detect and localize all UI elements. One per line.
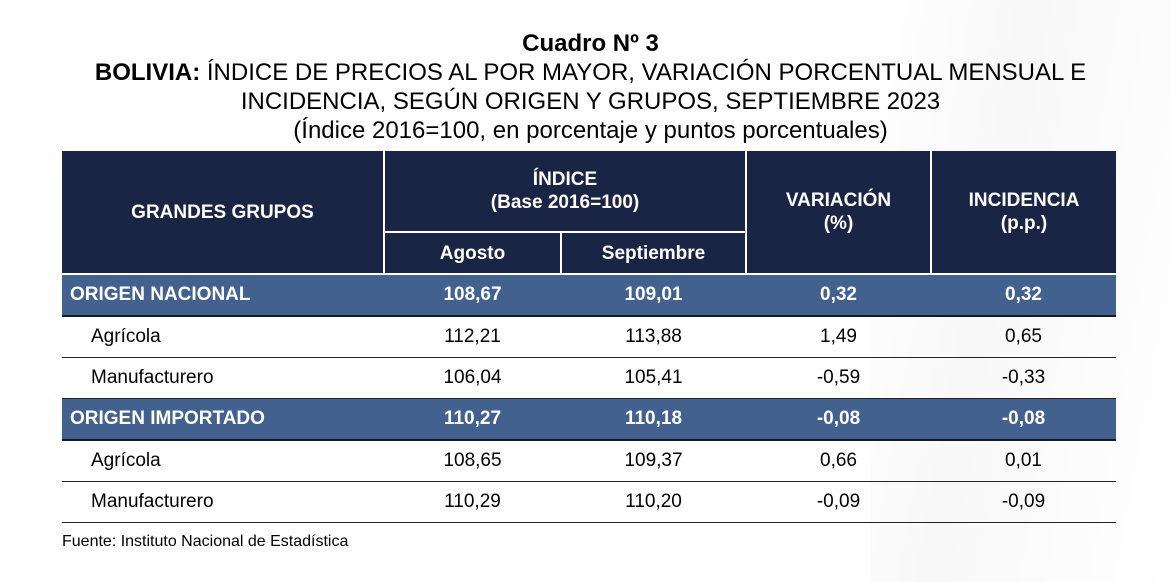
table-header: GRANDES GRUPOS ÍNDICE (Base 2016=100) VA… (62, 151, 1117, 275)
row-label: Manufacturero (62, 357, 384, 399)
header-variacion-label: VARIACIÓN (785, 190, 892, 211)
table-body: ORIGEN NACIONAL 108,67 109,01 0,32 0,32 … (62, 274, 1117, 523)
title-text: ÍNDICE DE PRECIOS AL POR MAYOR, VARIACIÓ… (200, 59, 1087, 86)
row-label: Manufacturero (62, 481, 384, 523)
row-label: ORIGEN IMPORTADO (62, 398, 384, 441)
row-label: Agrícola (62, 316, 384, 358)
country-label: BOLIVIA: (94, 59, 201, 86)
cell-incidencia: 0,32 (931, 274, 1117, 317)
cell-septiembre: 109,01 (561, 274, 747, 317)
table-title-line1: BOLIVIA: ÍNDICE DE PRECIOS AL POR MAYOR,… (10, 58, 1171, 87)
cell-agosto: 106,04 (384, 357, 561, 399)
cell-agosto: 110,29 (384, 481, 561, 523)
source-note: Fuente: Instituto Nacional de Estadístic… (62, 533, 349, 550)
header-agosto: Agosto (383, 231, 562, 275)
cell-agosto: 108,67 (384, 274, 561, 317)
cell-incidencia: -0,08 (931, 398, 1117, 441)
cell-variacion: -0,09 (746, 481, 932, 523)
cell-variacion: 1,49 (746, 316, 932, 358)
cell-variacion: 0,66 (746, 440, 932, 482)
header-variacion: VARIACIÓN (%) (745, 151, 933, 275)
table-row: Agrícola 112,21 113,88 1,49 0,65 (62, 316, 1117, 358)
cell-septiembre: 109,37 (561, 440, 747, 482)
header-indice-label: ÍNDICE (532, 169, 598, 190)
cell-incidencia: -0,33 (931, 357, 1117, 399)
header-incidencia-unit: (p.p.) (1000, 213, 1048, 234)
table-number: Cuadro Nº 3 (522, 30, 659, 57)
cell-septiembre: 105,41 (561, 357, 747, 399)
cell-septiembre: 110,20 (561, 481, 747, 523)
table-row-origen-nacional: ORIGEN NACIONAL 108,67 109,01 0,32 0,32 (62, 274, 1117, 317)
header-indice-base: (Base 2016=100) (490, 192, 640, 213)
cell-variacion: -0,59 (746, 357, 932, 399)
cell-variacion: 0,32 (746, 274, 932, 317)
cell-incidencia: -0,09 (931, 481, 1117, 523)
header-septiembre: Septiembre (559, 231, 748, 275)
cell-septiembre: 110,18 (561, 398, 747, 441)
header-incidencia-label: INCIDENCIA (968, 190, 1080, 211)
table-subtitle: (Índice 2016=100, en porcentaje y puntos… (293, 117, 888, 144)
row-label: Agrícola (62, 440, 384, 482)
data-table: GRANDES GRUPOS ÍNDICE (Base 2016=100) VA… (62, 151, 1117, 523)
cell-agosto: 108,65 (384, 440, 561, 482)
header-variacion-unit: (%) (823, 213, 854, 234)
header-indice: ÍNDICE (Base 2016=100) (382, 151, 748, 233)
header-incidencia: INCIDENCIA (p.p.) (930, 151, 1117, 275)
cell-agosto: 110,27 (384, 398, 561, 441)
table-row: Manufacturero 106,04 105,41 -0,59 -0,33 (62, 357, 1117, 399)
row-label: ORIGEN NACIONAL (62, 274, 384, 317)
cell-septiembre: 113,88 (561, 316, 747, 358)
table-row: Manufacturero 110,29 110,20 -0,09 -0,09 (62, 481, 1117, 523)
table-row-origen-importado: ORIGEN IMPORTADO 110,27 110,18 -0,08 -0,… (62, 398, 1117, 441)
title-block: Cuadro Nº 3 BOLIVIA: ÍNDICE DE PRECIOS A… (0, 30, 1171, 145)
header-grandes-grupos: GRANDES GRUPOS (62, 151, 385, 275)
cell-incidencia: 0,01 (931, 440, 1117, 482)
cell-incidencia: 0,65 (931, 316, 1117, 358)
table-row: Agrícola 108,65 109,37 0,66 0,01 (62, 440, 1117, 482)
cell-agosto: 112,21 (384, 316, 561, 358)
table-title-line2: INCIDENCIA, SEGÚN ORIGEN Y GRUPOS, SEPTI… (240, 88, 941, 115)
cell-variacion: -0,08 (746, 398, 932, 441)
